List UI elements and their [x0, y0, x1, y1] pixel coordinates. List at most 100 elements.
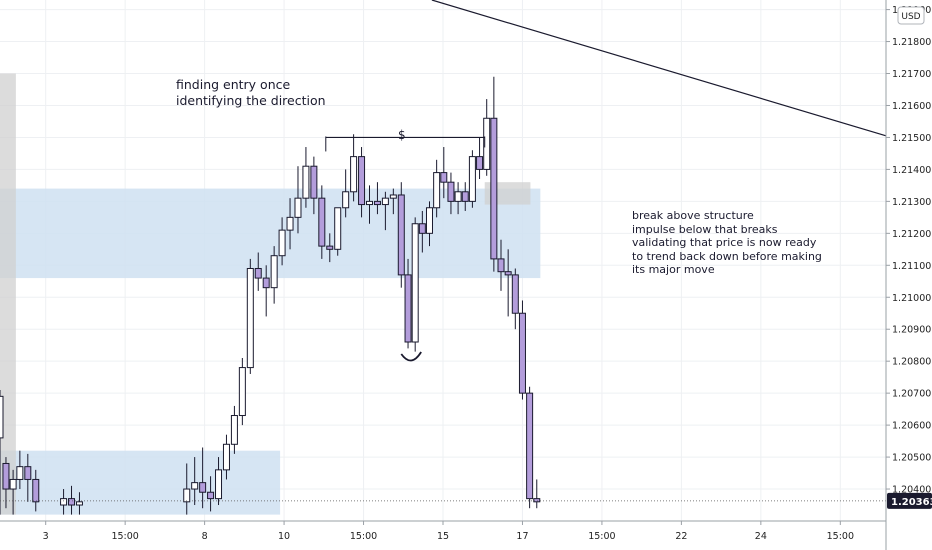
candle-down	[418, 223, 426, 234]
y-tick-label: 1.21300	[892, 197, 931, 208]
candle-up	[230, 415, 238, 445]
candle-up	[411, 223, 419, 343]
x-tick-label: 22	[675, 531, 687, 542]
x-tick-label: 10	[278, 531, 290, 542]
candle-down	[447, 181, 455, 202]
y-tick-label: 1.20400	[892, 485, 931, 496]
candle-up	[246, 267, 254, 369]
trendline	[431, 0, 887, 137]
gray-zone	[0, 73, 16, 515]
annotation-dollar: $	[398, 128, 406, 142]
y-tick-label: 1.21700	[892, 69, 931, 80]
candle-down	[326, 245, 334, 250]
y-tick-label: 1.21000	[892, 293, 931, 304]
y-tick-label: 1.21100	[892, 261, 931, 272]
x-tick-label: 3	[43, 531, 49, 542]
candle-down	[526, 392, 534, 500]
candle-down	[373, 200, 381, 206]
candle-down	[518, 312, 526, 394]
candle-down	[476, 156, 484, 170]
candle-down	[404, 274, 412, 343]
candle-down	[440, 172, 448, 183]
candle-up	[389, 194, 397, 199]
candle-up	[278, 229, 286, 257]
candle-up	[270, 255, 278, 289]
y-tick-label: 1.20700	[892, 389, 931, 400]
drawings	[0, 0, 887, 502]
candle-up	[222, 443, 230, 471]
candle-up	[425, 207, 433, 234]
candle-down	[461, 191, 469, 202]
candle-up	[454, 191, 462, 202]
annotation-entry: finding entry once identifying the direc…	[176, 77, 326, 108]
candle-up	[238, 367, 246, 417]
candle-down	[68, 498, 76, 506]
x-tick-label: 17	[516, 531, 528, 542]
candle-up	[75, 501, 83, 506]
y-tick-label: 1.20900	[892, 325, 931, 336]
x-tick-label: 8	[202, 531, 208, 542]
candle-down	[262, 277, 270, 289]
candle-up	[468, 156, 476, 202]
x-tick-label: 15:00	[827, 531, 854, 542]
candle-up	[16, 466, 24, 480]
candle-down	[199, 482, 207, 493]
candle-up	[365, 200, 373, 206]
candle-down	[358, 156, 366, 206]
candle-down	[504, 271, 512, 276]
candle-down	[490, 117, 498, 260]
x-tick-label: 15:00	[588, 531, 615, 542]
candle-up	[0, 395, 4, 439]
candle-up	[483, 117, 491, 170]
y-tick-label: 1.21400	[892, 165, 931, 176]
candle-down	[254, 267, 262, 279]
zones	[0, 73, 541, 515]
y-tick-label: 1.21200	[892, 229, 931, 240]
candle-up	[215, 469, 223, 500]
candle-down	[318, 197, 326, 247]
y-tick-label: 1.21600	[892, 101, 931, 112]
currency-label: USD	[901, 12, 920, 22]
candle-down	[511, 274, 519, 314]
current-price-label: 1.20363	[891, 497, 932, 508]
candle-down	[497, 258, 505, 273]
candle-up	[191, 482, 199, 490]
supply-demand-zone	[0, 188, 541, 279]
candle-down	[32, 478, 40, 503]
candle-up	[60, 498, 68, 506]
annotation-break: break above structure impulse below that…	[632, 209, 822, 276]
candle-up	[286, 216, 294, 231]
candle-down	[397, 194, 405, 276]
y-tick-label: 1.20600	[892, 421, 931, 432]
candle-down	[2, 462, 10, 490]
y-tick-label: 1.20500	[892, 453, 931, 464]
y-tick-label: 1.21500	[892, 133, 931, 144]
candle-down	[24, 466, 32, 480]
supply-demand-zone	[0, 450, 281, 515]
current-price-label-bg	[887, 492, 932, 509]
candle-up	[342, 191, 350, 209]
candle-up	[381, 197, 389, 206]
candle-up	[294, 197, 302, 218]
x-tick-label: 15:00	[111, 531, 138, 542]
candle-down	[310, 165, 318, 199]
y-tick-label: 1.20800	[892, 357, 931, 368]
candle-up	[334, 207, 342, 250]
currency-badge	[897, 6, 925, 25]
candle-up	[433, 172, 441, 209]
candle-up	[9, 478, 17, 490]
candle-down	[533, 498, 541, 503]
swoop-mark	[400, 351, 422, 362]
candle-up	[350, 156, 358, 193]
candle-up	[183, 488, 191, 503]
x-tick-label: 24	[755, 531, 767, 542]
x-tick-label: 15	[437, 531, 449, 542]
y-tick-label: 1.21800	[892, 37, 931, 48]
candles	[0, 76, 541, 515]
candle-up	[302, 165, 310, 199]
x-tick-label: 15:00	[350, 531, 377, 542]
candle-down	[207, 491, 215, 500]
